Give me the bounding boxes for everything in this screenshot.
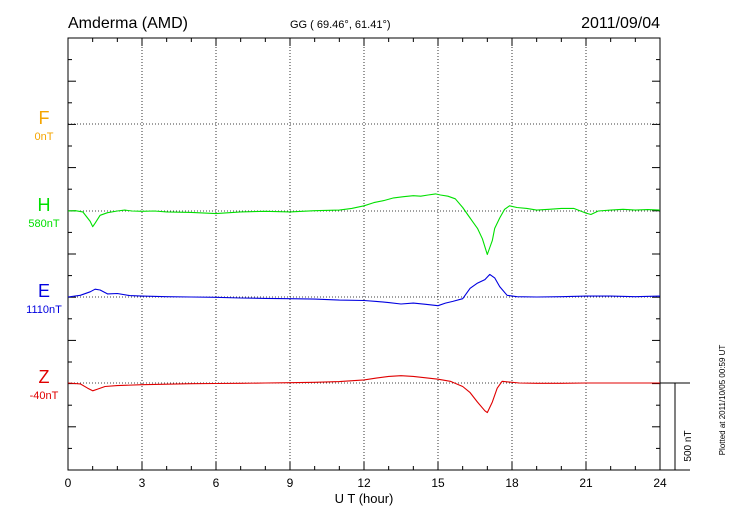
station-title: Amderma (AMD) [68,15,188,32]
x-tick-labels: 0 3 6 9 12 15 18 21 24 [65,476,667,490]
series-group [67,193,661,414]
series-name-f: F [39,108,50,128]
series-name-e: E [38,281,50,301]
x-tick-label: 15 [431,476,445,490]
axis-ticks [67,38,661,470]
x-tick-label: 3 [139,476,146,490]
x-tick-label: 0 [65,476,72,490]
x-axis-label: U T (hour) [335,491,394,506]
grid-lines [68,38,660,470]
x-tick-label: 21 [579,476,593,490]
scale-bar-label: 500 nT [683,430,694,461]
scale-bar: 500 nT [660,382,694,471]
series-line-h [67,193,661,256]
series-name-h: H [38,195,51,215]
plotted-at-label: Plotted at 2011/10/05 00:59 UT [718,345,727,456]
series-baseline-f: 0nT [35,131,54,143]
x-tick-label: 6 [213,476,220,490]
series-baseline-e: 1110nT [26,304,62,316]
series-baseline-h: 580nT [28,218,59,230]
plot-date: 2011/09/04 [581,15,660,32]
series-baseline-z: -40nT [30,390,59,402]
series-line-e [67,273,661,307]
x-tick-label: 24 [653,476,667,490]
series-line-z [67,375,660,414]
x-tick-label: 9 [287,476,294,490]
series-name-z: Z [39,367,50,387]
station-coords: GG ( 69.46°, 61.41°) [290,19,391,31]
x-tick-label: 18 [505,476,519,490]
series-labels: F 0nT H 580nT E 1110nT Z -40nT [26,108,62,402]
x-tick-label: 12 [357,476,371,490]
